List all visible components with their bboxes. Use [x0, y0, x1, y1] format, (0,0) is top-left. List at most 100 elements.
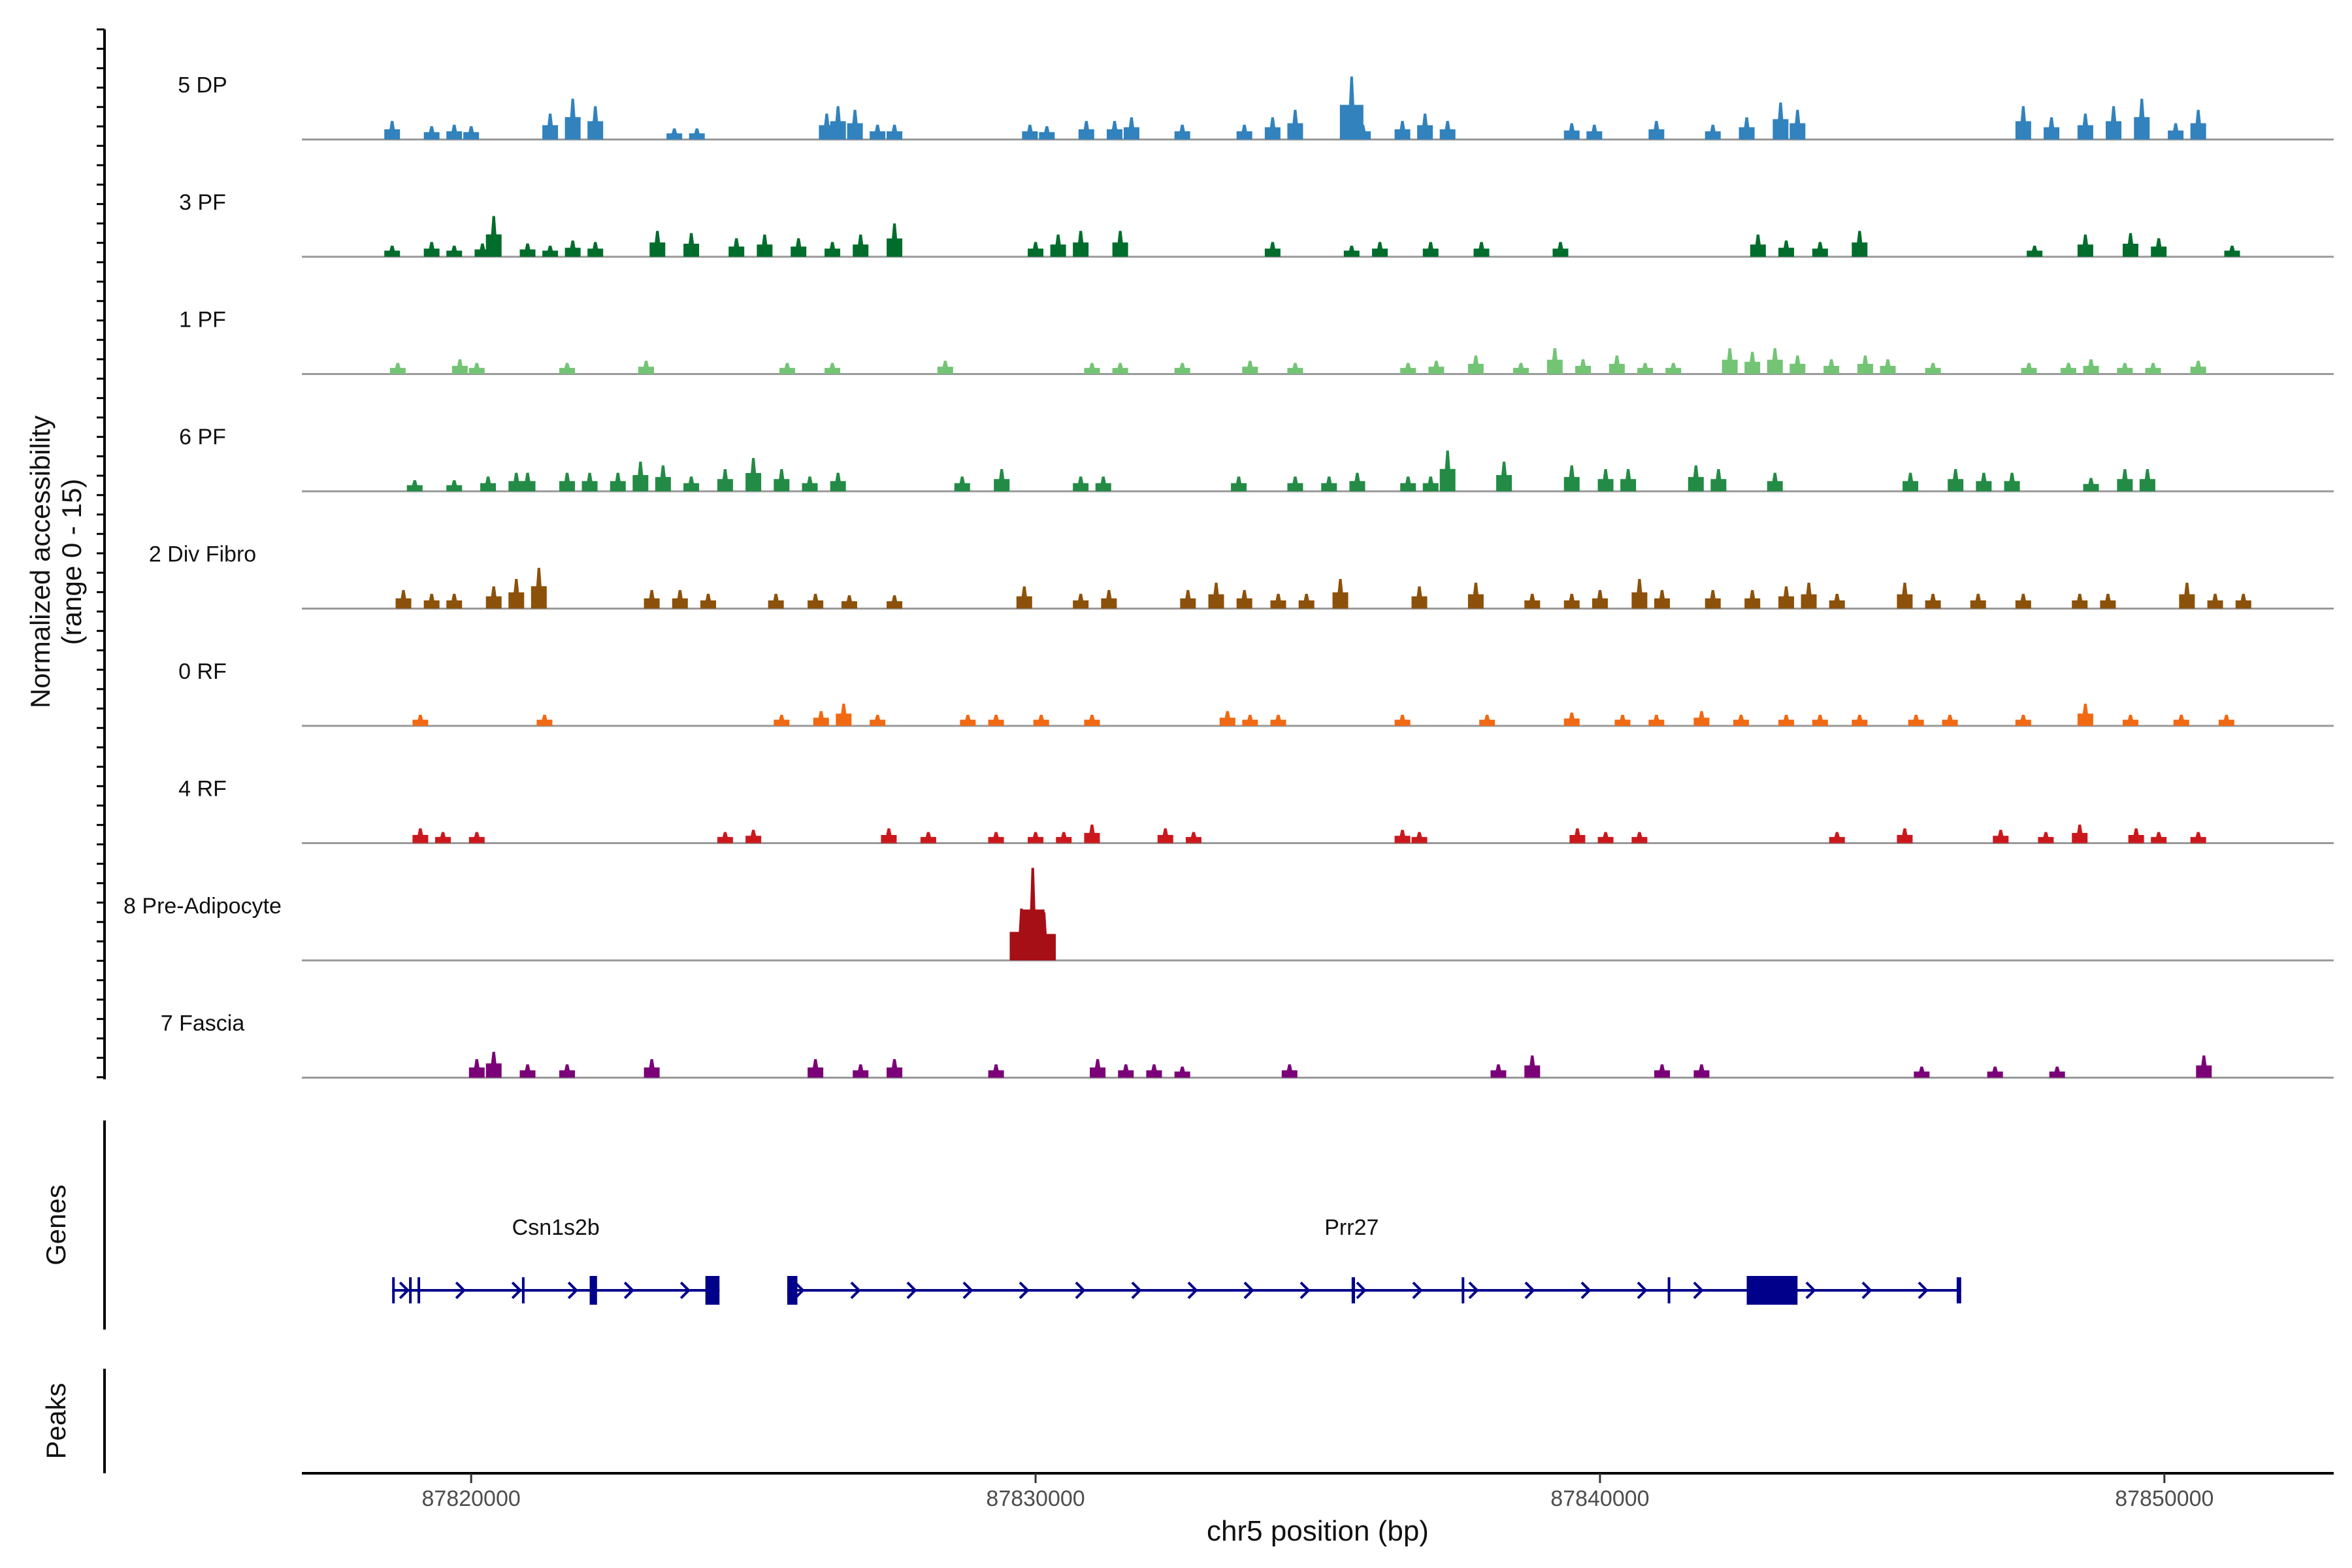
coverage-peak [1829, 832, 1845, 843]
strand-arrow [1918, 1281, 1929, 1299]
strand-arrow [1693, 1281, 1704, 1299]
coverage-peak [423, 593, 440, 609]
coverage-peak [887, 595, 903, 609]
coverage-peak [887, 124, 903, 140]
coverage-peak [1174, 1066, 1190, 1078]
coverage-peak [519, 1064, 536, 1078]
gene-prr27: Prr27 [787, 1215, 1961, 1305]
coverage-peak [1631, 832, 1648, 843]
coverage-peak [1750, 235, 1766, 257]
coverage-peak [2179, 582, 2195, 609]
coverage-peak [2021, 363, 2037, 374]
coverage-peak [1552, 242, 1569, 257]
coverage-peak [1242, 361, 1258, 374]
strand-arrow [1131, 1281, 1142, 1299]
coverage-peak [683, 476, 700, 491]
strand-arrow [1637, 1281, 1648, 1299]
coverage-peak [1524, 1055, 1541, 1078]
coverage-peak [1823, 359, 1840, 374]
coverage-peak [2027, 246, 2043, 257]
track-3-pf: 3 PF [179, 190, 2334, 258]
coverage-peak [1473, 242, 1490, 257]
track-0-rf: 0 RF [178, 659, 2334, 727]
coverage-peak [1411, 832, 1428, 843]
coverage-peak [1767, 472, 1783, 491]
coverage-peak [468, 832, 485, 843]
coverage-peak [1298, 593, 1315, 609]
coverage-peak [1264, 117, 1281, 140]
coverage-peak [423, 126, 440, 140]
track-4-rf: 4 RF [178, 777, 2334, 844]
coverage-peak [1789, 110, 1806, 140]
track-label: 0 RF [178, 659, 227, 684]
strand-arrow [1861, 1281, 1872, 1299]
strand-arrow [794, 1281, 805, 1299]
coverage-peak [672, 590, 688, 609]
coverage-peak [774, 715, 790, 726]
strand-arrow [511, 1281, 523, 1299]
track-label: 4 RF [178, 777, 227, 802]
gene-exon [1956, 1277, 1961, 1303]
coverage-peak [1693, 1064, 1710, 1078]
coverage-peak [2235, 593, 2251, 609]
coverage-peak [1467, 355, 1484, 374]
coverage-peak [745, 830, 762, 843]
coverage-peak [1744, 351, 1761, 374]
gene-exon [1462, 1277, 1465, 1303]
coverage-peak [519, 243, 536, 257]
coverage-peak [1733, 715, 1749, 726]
x-tick-label: 87840000 [1550, 1486, 1649, 1511]
coverage-peak [870, 124, 886, 140]
coverage-peak [1654, 590, 1670, 609]
coverage-peak [2207, 593, 2223, 609]
coverage-peak [610, 472, 626, 491]
coverage-peak [1439, 121, 1456, 140]
coverage-peak [2190, 832, 2206, 843]
strand-arrow [1243, 1281, 1254, 1299]
coverage-peak [644, 1059, 660, 1078]
coverage-peak [2072, 825, 2088, 843]
coverage-peak [791, 238, 807, 257]
coverage-peak [2218, 715, 2234, 726]
coverage-peak [1281, 1064, 1298, 1078]
coverage-peak [1597, 832, 1614, 843]
coverage-peak [1767, 348, 1783, 374]
coverage-peak [1586, 124, 1603, 140]
coverage-peak [2139, 469, 2155, 491]
coverage-peak [689, 128, 705, 140]
track-7-fascia: 7 Fascia [161, 1011, 2334, 1079]
coverage-peak [1146, 1064, 1162, 1078]
strand-arrow [962, 1281, 973, 1299]
coverage-peak [1028, 242, 1044, 257]
coverage-peak [1705, 124, 1721, 140]
coverage-peak [920, 832, 936, 843]
coverage-peak [2044, 117, 2060, 140]
genes-track-label: Genes [41, 1184, 71, 1266]
coverage-peak [2168, 123, 2184, 140]
coverage-peak [1332, 579, 1348, 609]
coverage-peak [1236, 590, 1252, 609]
coverage-peak [1637, 363, 1654, 374]
coverage-peak [2190, 361, 2206, 374]
coverage-peak [559, 1064, 576, 1078]
coverage-peak [683, 233, 700, 257]
coverage-peak [1185, 832, 1201, 843]
coverage-peak [1033, 715, 1049, 726]
coverage-peak [1208, 582, 1224, 609]
coverage-peak [1778, 715, 1795, 726]
coverage-peak [2077, 113, 2093, 140]
coverage-peak [1513, 363, 1529, 374]
coverage-peak [1084, 715, 1100, 726]
coverage-peak [808, 593, 824, 609]
coverage-peak [1270, 715, 1286, 726]
coverage-peak [581, 472, 598, 491]
coverage-peak [1648, 715, 1665, 726]
coverage-peak [1722, 348, 1738, 374]
coverage-peak [2100, 593, 2116, 609]
coverage-peak [1880, 359, 1896, 374]
coverage-peak [508, 579, 525, 609]
coverage-peak [1400, 476, 1416, 491]
coverage-peak [564, 99, 581, 140]
coverage-peak [2117, 469, 2133, 491]
coverage-peak [644, 590, 660, 609]
